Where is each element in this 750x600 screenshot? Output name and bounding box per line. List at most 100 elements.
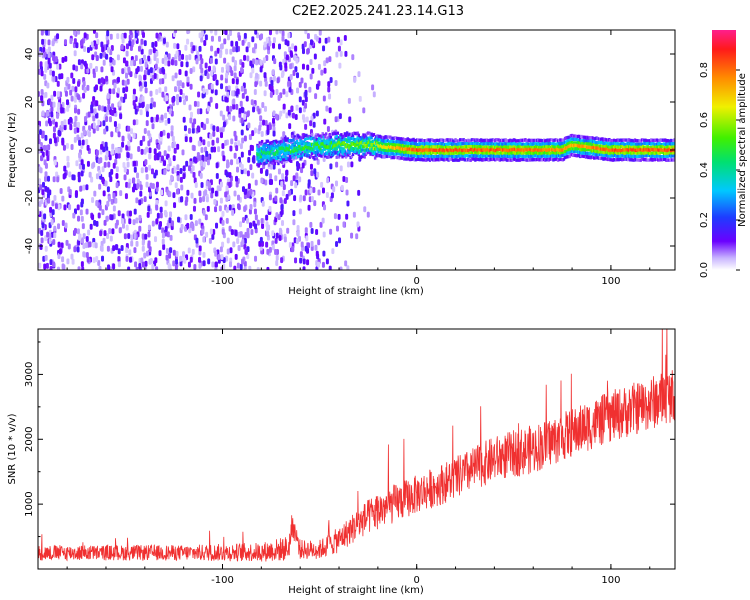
noise-cell: [327, 81, 331, 88]
noise-cell: [192, 45, 196, 52]
noise-cell: [115, 182, 119, 189]
noise-cell: [253, 127, 257, 134]
noise-cell: [247, 183, 251, 190]
noise-cell: [275, 232, 279, 239]
noise-cell: [95, 100, 99, 107]
noise-cell: [39, 244, 43, 251]
noise-cell: [87, 111, 91, 118]
noise-cell: [231, 78, 235, 85]
noise-cell: [241, 39, 245, 46]
ridge-cell: [349, 144, 352, 149]
noise-cell: [254, 255, 258, 262]
noise-cell: [184, 70, 188, 77]
noise-cell: [310, 196, 314, 203]
noise-cell: [73, 227, 77, 234]
noise-cell: [272, 163, 276, 170]
ridge-cell: [258, 152, 261, 156]
noise-cell: [134, 108, 138, 115]
noise-cell: [172, 249, 176, 256]
noise-cell: [52, 55, 56, 62]
noise-cell: [150, 97, 154, 104]
noise-cell: [127, 140, 131, 147]
noise-cell: [200, 181, 204, 188]
noise-cell: [95, 255, 99, 262]
noise-cell: [129, 44, 133, 51]
noise-cell: [78, 152, 82, 159]
noise-cell: [226, 105, 230, 112]
noise-cell: [161, 91, 165, 98]
ridge-cell: [292, 138, 295, 142]
noise-cell: [171, 96, 175, 103]
ridge-cell: [274, 151, 278, 155]
noise-cell: [46, 175, 50, 182]
noise-cell: [139, 58, 143, 65]
noise-cell: [38, 201, 42, 208]
noise-cell: [161, 58, 165, 65]
ridge-cell: [276, 148, 279, 153]
noise-cell: [317, 189, 321, 196]
noise-cell: [50, 111, 54, 118]
noise-cell: [169, 234, 173, 241]
noise-cell: [179, 260, 183, 267]
noise-cell: [230, 138, 234, 145]
noise-cell: [309, 187, 313, 194]
noise-cell: [272, 130, 276, 137]
ridge-cell: [284, 155, 287, 159]
noise-cell: [237, 231, 241, 238]
noise-cell: [329, 76, 333, 83]
ridge-cell: [368, 150, 371, 155]
noise-cell: [140, 167, 144, 174]
noise-cell: [329, 163, 333, 170]
noise-cell: [282, 88, 286, 95]
noise-cell: [300, 77, 304, 84]
noise-cell: [56, 80, 60, 87]
ridge-cell: [337, 155, 341, 159]
noise-cell: [43, 51, 47, 58]
noise-cell: [357, 71, 361, 78]
noise-cell: [265, 55, 269, 62]
noise-cell: [339, 50, 343, 57]
noise-cell: [73, 136, 77, 143]
noise-cell: [232, 46, 236, 53]
noise-cell: [265, 241, 269, 248]
ridge-cell: [361, 136, 364, 140]
noise-cell: [167, 60, 171, 67]
ridge-cell: [277, 144, 280, 148]
noise-cell: [60, 73, 64, 80]
noise-cell: [343, 34, 347, 41]
noise-cell: [75, 42, 79, 49]
noise-cell: [239, 100, 243, 107]
ridge-cell: [257, 145, 260, 149]
noise-cell: [346, 161, 350, 168]
noise-cell: [295, 104, 299, 111]
noise-cell: [60, 107, 64, 114]
noise-cell: [247, 122, 251, 129]
noise-cell: [72, 78, 76, 85]
noise-cell: [125, 43, 129, 50]
ridge-cell: [329, 155, 333, 159]
noise-cell: [280, 257, 284, 264]
noise-cell: [248, 265, 252, 270]
noise-cell: [38, 129, 42, 136]
noise-cell: [85, 139, 89, 146]
noise-cell: [344, 260, 348, 267]
noise-cell: [62, 144, 66, 151]
noise-cell: [196, 125, 200, 132]
noise-cell: [281, 219, 285, 226]
noise-cell: [240, 85, 244, 92]
noise-cell: [128, 40, 132, 47]
noise-cell: [70, 253, 74, 260]
noise-cell: [132, 177, 136, 184]
noise-cell: [83, 32, 87, 39]
noise-cell: [172, 260, 176, 267]
noise-cell: [275, 88, 279, 95]
noise-cell: [165, 247, 169, 254]
noise-cell: [172, 192, 176, 199]
ridge-cell: [311, 132, 314, 137]
ridge-cell: [345, 131, 349, 135]
noise-cell: [133, 160, 137, 167]
ridge-cell: [263, 146, 266, 150]
noise-cell: [125, 50, 129, 57]
ridge-cell: [266, 158, 270, 163]
